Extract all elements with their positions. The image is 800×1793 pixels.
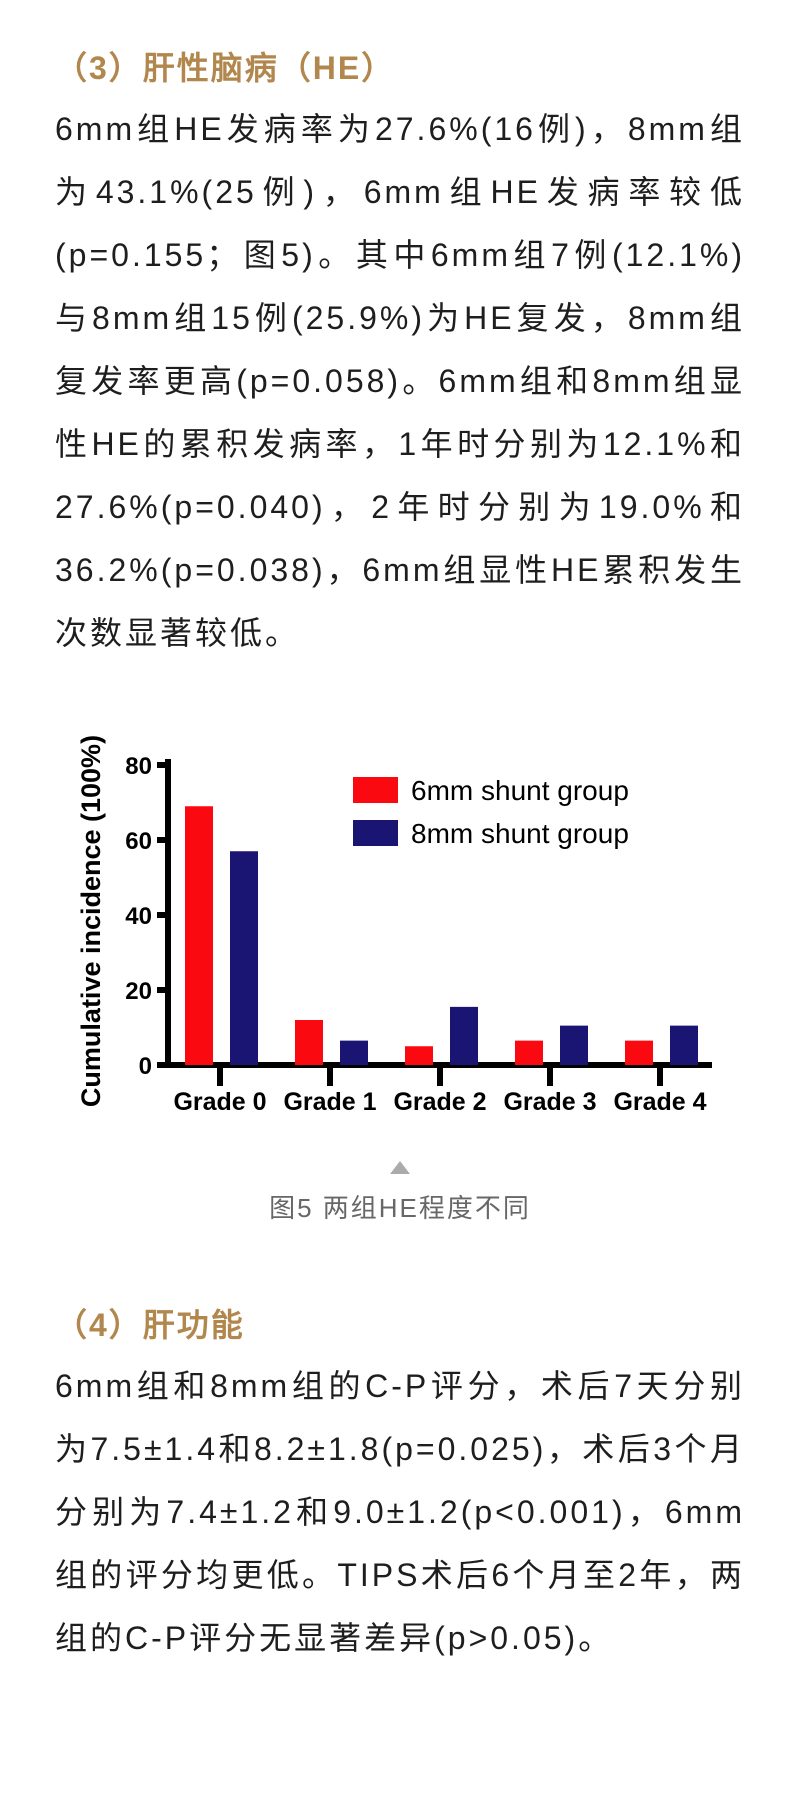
figure-5-caption: 图5 两组HE程度不同 xyxy=(269,1193,531,1223)
y-tick-label: 0 xyxy=(139,1053,152,1080)
legend-label-8mm: 8mm shunt group xyxy=(411,818,629,849)
bar-6mm-grade-0 xyxy=(185,806,213,1065)
he-grade-bar-chart: 0 20 40 60 80 Grade 0 Grade 1 Grade 2 Grade 3 Gra… xyxy=(80,735,712,1115)
bar-8mm-grade-3 xyxy=(560,1025,588,1065)
y-tick-label: 20 xyxy=(125,978,152,1005)
x-tick-label: Grade 3 xyxy=(503,1088,596,1115)
legend-swatch-8mm xyxy=(353,820,398,846)
bar-6mm-grade-3 xyxy=(515,1040,543,1065)
bar-8mm-grade-4 xyxy=(670,1025,698,1065)
caption-pointer-triangle-icon xyxy=(390,1161,410,1174)
section-4-heading: （4）肝功能 xyxy=(55,1307,245,1343)
x-tick-label: Grade 1 xyxy=(283,1088,376,1115)
y-tick-label: 80 xyxy=(125,753,152,780)
x-tick-label: Grade 4 xyxy=(613,1088,706,1115)
bar-6mm-grade-2 xyxy=(405,1046,433,1065)
bar-6mm-grade-4 xyxy=(625,1040,653,1065)
section-4-paragraph: 6mm组和8mm组的C-P评分，术后7天分别为7.5±1.4和8.2±1.8(p… xyxy=(55,1368,745,1656)
legend-label-6mm: 6mm shunt group xyxy=(411,775,629,806)
section-3-heading: （3）肝性脑病（HE） xyxy=(55,50,396,86)
x-tick-label: Grade 2 xyxy=(393,1088,486,1115)
bar-8mm-grade-1 xyxy=(340,1040,368,1065)
y-tick-label: 60 xyxy=(125,828,152,855)
x-tick-label: Grade 0 xyxy=(173,1088,266,1115)
y-axis-title: Cumulative incidence (100%) xyxy=(80,735,106,1107)
bar-8mm-grade-0 xyxy=(230,851,258,1065)
bar-8mm-grade-2 xyxy=(450,1006,478,1065)
figure-5: 0 20 40 60 80 Grade 0 Grade 1 Grade 2 Grade 3 Gra… xyxy=(55,645,745,1226)
legend-swatch-6mm xyxy=(353,777,398,803)
bar-6mm-grade-1 xyxy=(295,1020,323,1065)
section-3-paragraph: 6mm组HE发病率为27.6%(16例)，8mm组为43.1%(25例)，6mm… xyxy=(55,111,745,651)
y-tick-label: 40 xyxy=(125,903,152,930)
